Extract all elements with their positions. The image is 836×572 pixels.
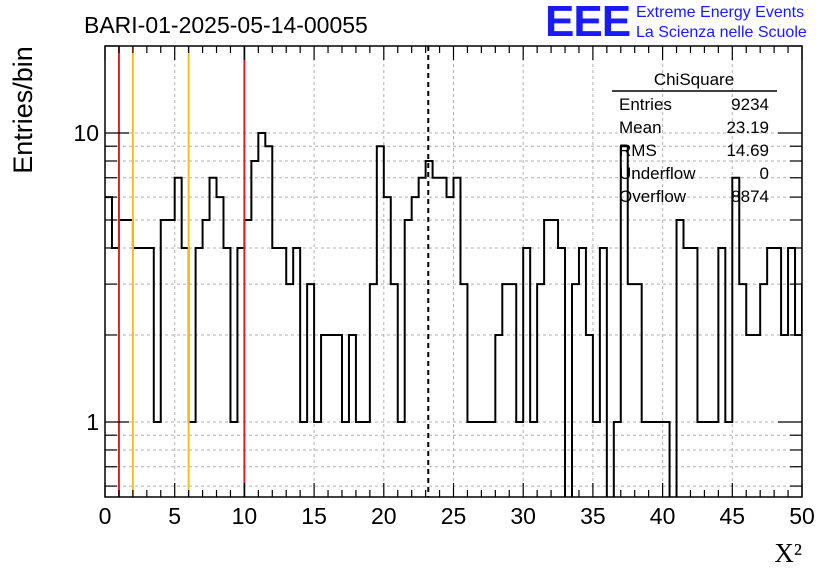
x-tick-label: 15 (301, 503, 327, 529)
x-tick-label: 45 (720, 503, 746, 529)
y-tick-labels: 1 10 (73, 120, 99, 435)
y-axis-label: Entries/bin (8, 46, 38, 174)
x-tick-label: 40 (650, 503, 676, 529)
x-tick-labels: 0 5 10 15 20 25 30 35 40 45 50 (99, 503, 815, 529)
stats-label-rms: RMS (619, 141, 657, 160)
y-tick-label: 1 (86, 409, 99, 435)
x-tick-label: 0 (99, 503, 112, 529)
x-axis-label: X² (774, 538, 802, 568)
logo-line-1: Extreme Energy Events (636, 4, 805, 21)
stats-value-rms: 14.69 (726, 141, 769, 160)
reference-lines (117, 46, 430, 497)
y-tick-label: 10 (73, 120, 99, 146)
stats-title: ChiSquare (654, 70, 734, 89)
eee-logo: EEE (545, 0, 631, 46)
histogram-step-line (105, 131, 802, 497)
axis-ticks (104, 45, 803, 497)
x-tick-label: 25 (441, 503, 467, 529)
x-tick-label: 50 (789, 503, 815, 529)
stats-value-mean: 23.19 (726, 118, 769, 137)
x-tick-label: 20 (371, 503, 397, 529)
stats-value-entries: 9234 (731, 95, 769, 114)
logo-line-2: La Scienza nelle Scuole (636, 24, 807, 41)
stats-label-entries: Entries (619, 95, 672, 114)
x-tick-label: 30 (510, 503, 536, 529)
stats-box: ChiSquare Entries 9234 Mean 23.19 RMS 14… (612, 70, 777, 206)
x-tick-label: 35 (580, 503, 606, 529)
histogram-series (105, 131, 802, 497)
x-tick-label: 10 (232, 503, 258, 529)
stats-label-overflow: Overflow (619, 187, 687, 206)
x-tick-label: 5 (168, 503, 181, 529)
stats-value-underflow: 0 (760, 164, 769, 183)
stats-label-underflow: Underflow (619, 164, 696, 183)
stats-label-mean: Mean (619, 118, 662, 137)
run-title: BARI-01-2025-05-14-00055 (84, 12, 368, 38)
stats-value-overflow: 8874 (731, 187, 769, 206)
